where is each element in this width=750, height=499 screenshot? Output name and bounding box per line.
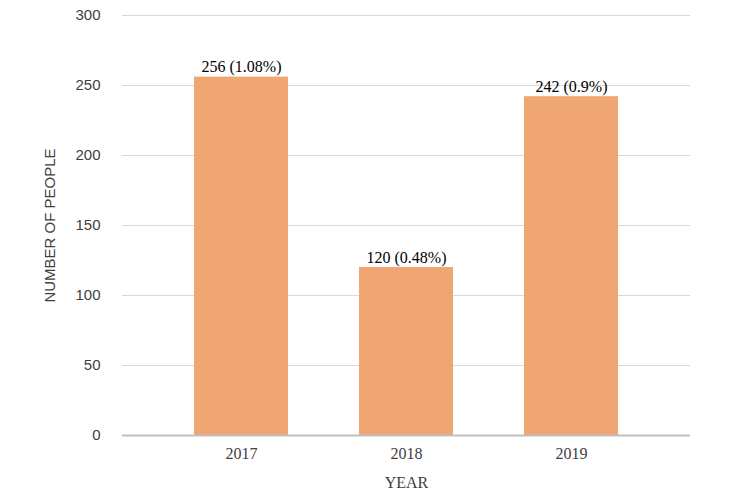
svg-text:150: 150 bbox=[75, 216, 100, 233]
svg-text:YEAR: YEAR bbox=[385, 474, 429, 491]
svg-text:120 (0.48%): 120 (0.48%) bbox=[367, 249, 447, 267]
svg-text:256 (1.08%): 256 (1.08%) bbox=[202, 58, 282, 76]
svg-text:2018: 2018 bbox=[391, 445, 423, 462]
svg-text:242 (0.9%): 242 (0.9%) bbox=[536, 78, 608, 96]
svg-text:2019: 2019 bbox=[556, 445, 588, 462]
svg-text:250: 250 bbox=[75, 76, 100, 93]
svg-text:0: 0 bbox=[92, 426, 100, 443]
svg-text:50: 50 bbox=[84, 356, 101, 373]
svg-text:300: 300 bbox=[75, 6, 100, 23]
svg-text:100: 100 bbox=[75, 286, 100, 303]
svg-text:200: 200 bbox=[75, 146, 100, 163]
svg-text:2017: 2017 bbox=[226, 445, 258, 462]
svg-text:NUMBER OF PEOPLE: NUMBER OF PEOPLE bbox=[41, 148, 58, 302]
